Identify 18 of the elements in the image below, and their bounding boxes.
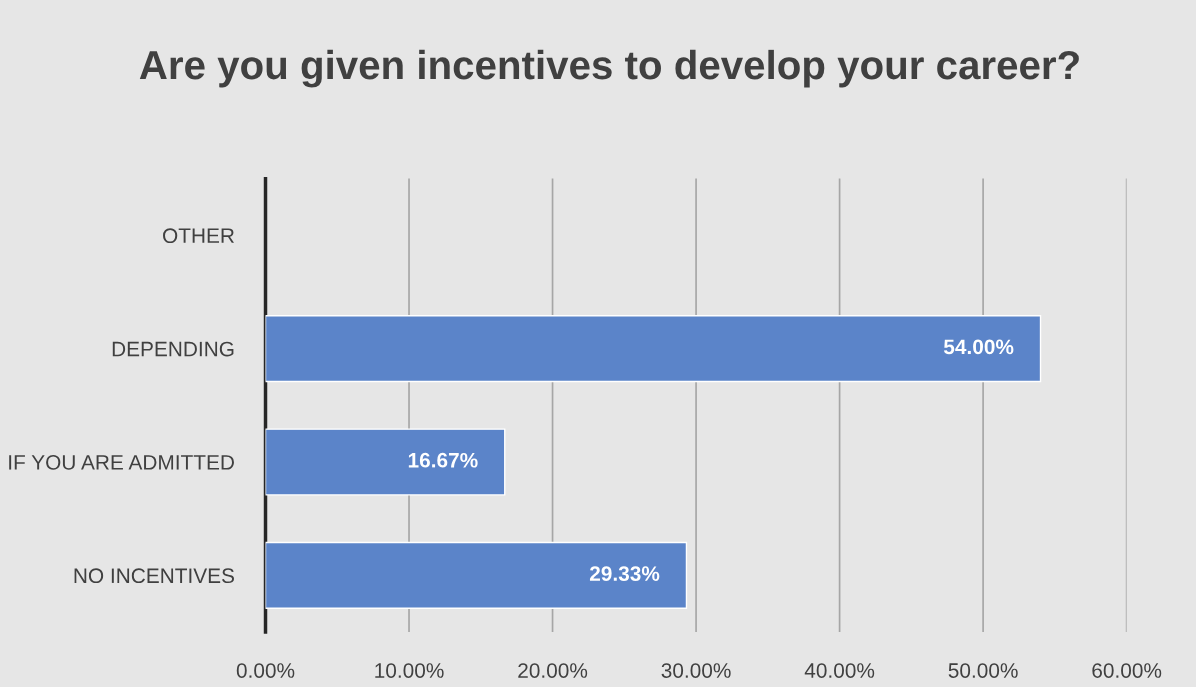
x-tick-label: 0.00% [236,663,295,678]
y-tick-label: DEPENDING [112,341,234,357]
y-tick-label: NO INCENTIVES [74,568,234,584]
data-label: 29.33% [589,566,660,581]
bar [265,428,506,496]
bar [265,315,1042,383]
bar [265,541,688,609]
x-tick-label: 30.00% [661,663,731,678]
x-tick-label: 10.00% [375,663,444,678]
x-tick-label: 40.00% [804,663,875,678]
x-tick-label: 20.00% [518,663,588,678]
y-tick-label: OTHER [163,228,234,244]
x-tick-label: 60.00% [1092,663,1162,678]
data-label: 16.67% [408,452,478,468]
y-tick-label: IF YOU ARE ADMITTED [9,455,234,470]
chart-title: Are you given incentives to develop your career? [139,49,1079,88]
data-label: 54.00% [943,339,1014,355]
x-tick-label: 50.00% [948,663,1018,678]
